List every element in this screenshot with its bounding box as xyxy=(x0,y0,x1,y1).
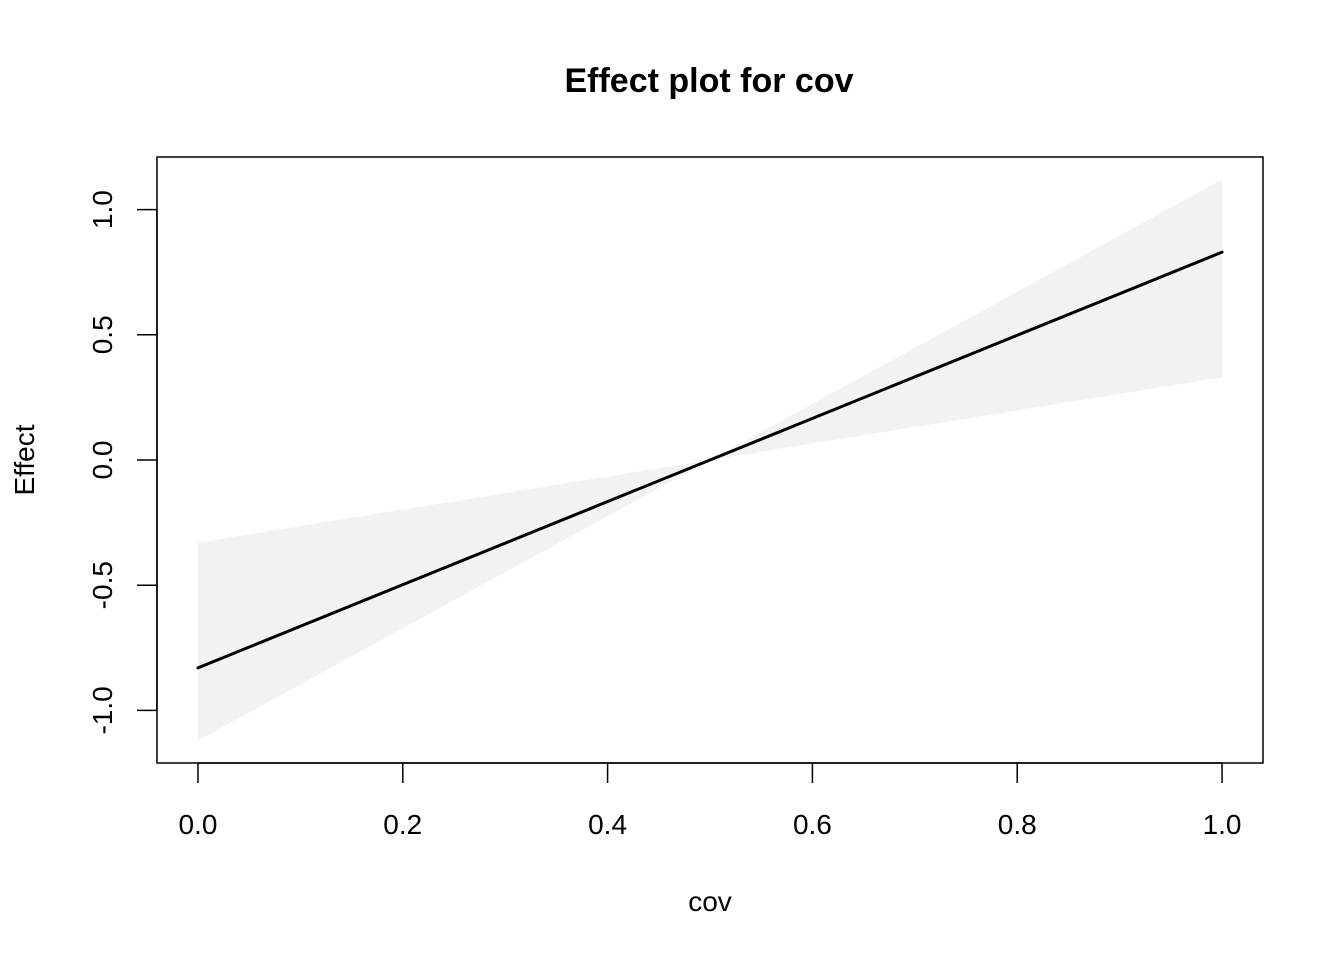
y-tick-label: 0.5 xyxy=(87,315,118,354)
effect-line xyxy=(196,250,1224,670)
x-tick-label: 0.4 xyxy=(588,809,627,840)
y-tick-label: -0.5 xyxy=(87,561,118,609)
x-tick-label: 0.2 xyxy=(383,809,422,840)
x-tick-label: 0.8 xyxy=(998,809,1037,840)
y-tick-label: 1.0 xyxy=(87,190,118,229)
x-tick-label: 0.6 xyxy=(793,809,832,840)
y-axis: -1.0 -0.5 0.0 0.5 1.0 xyxy=(87,190,158,735)
chart-title: Effect plot for cov xyxy=(564,62,853,100)
y-tick-label: -1.0 xyxy=(87,686,118,734)
y-tick-label: 0.0 xyxy=(87,441,118,480)
x-tick-label: 1.0 xyxy=(1203,809,1242,840)
x-axis-label: cov xyxy=(688,886,732,917)
x-axis: 0.0 0.2 0.4 0.6 0.8 1.0 xyxy=(178,762,1242,840)
y-axis-label: Effect xyxy=(9,424,40,495)
confidence-band xyxy=(197,179,1223,741)
x-tick-label: 0.0 xyxy=(178,809,217,840)
